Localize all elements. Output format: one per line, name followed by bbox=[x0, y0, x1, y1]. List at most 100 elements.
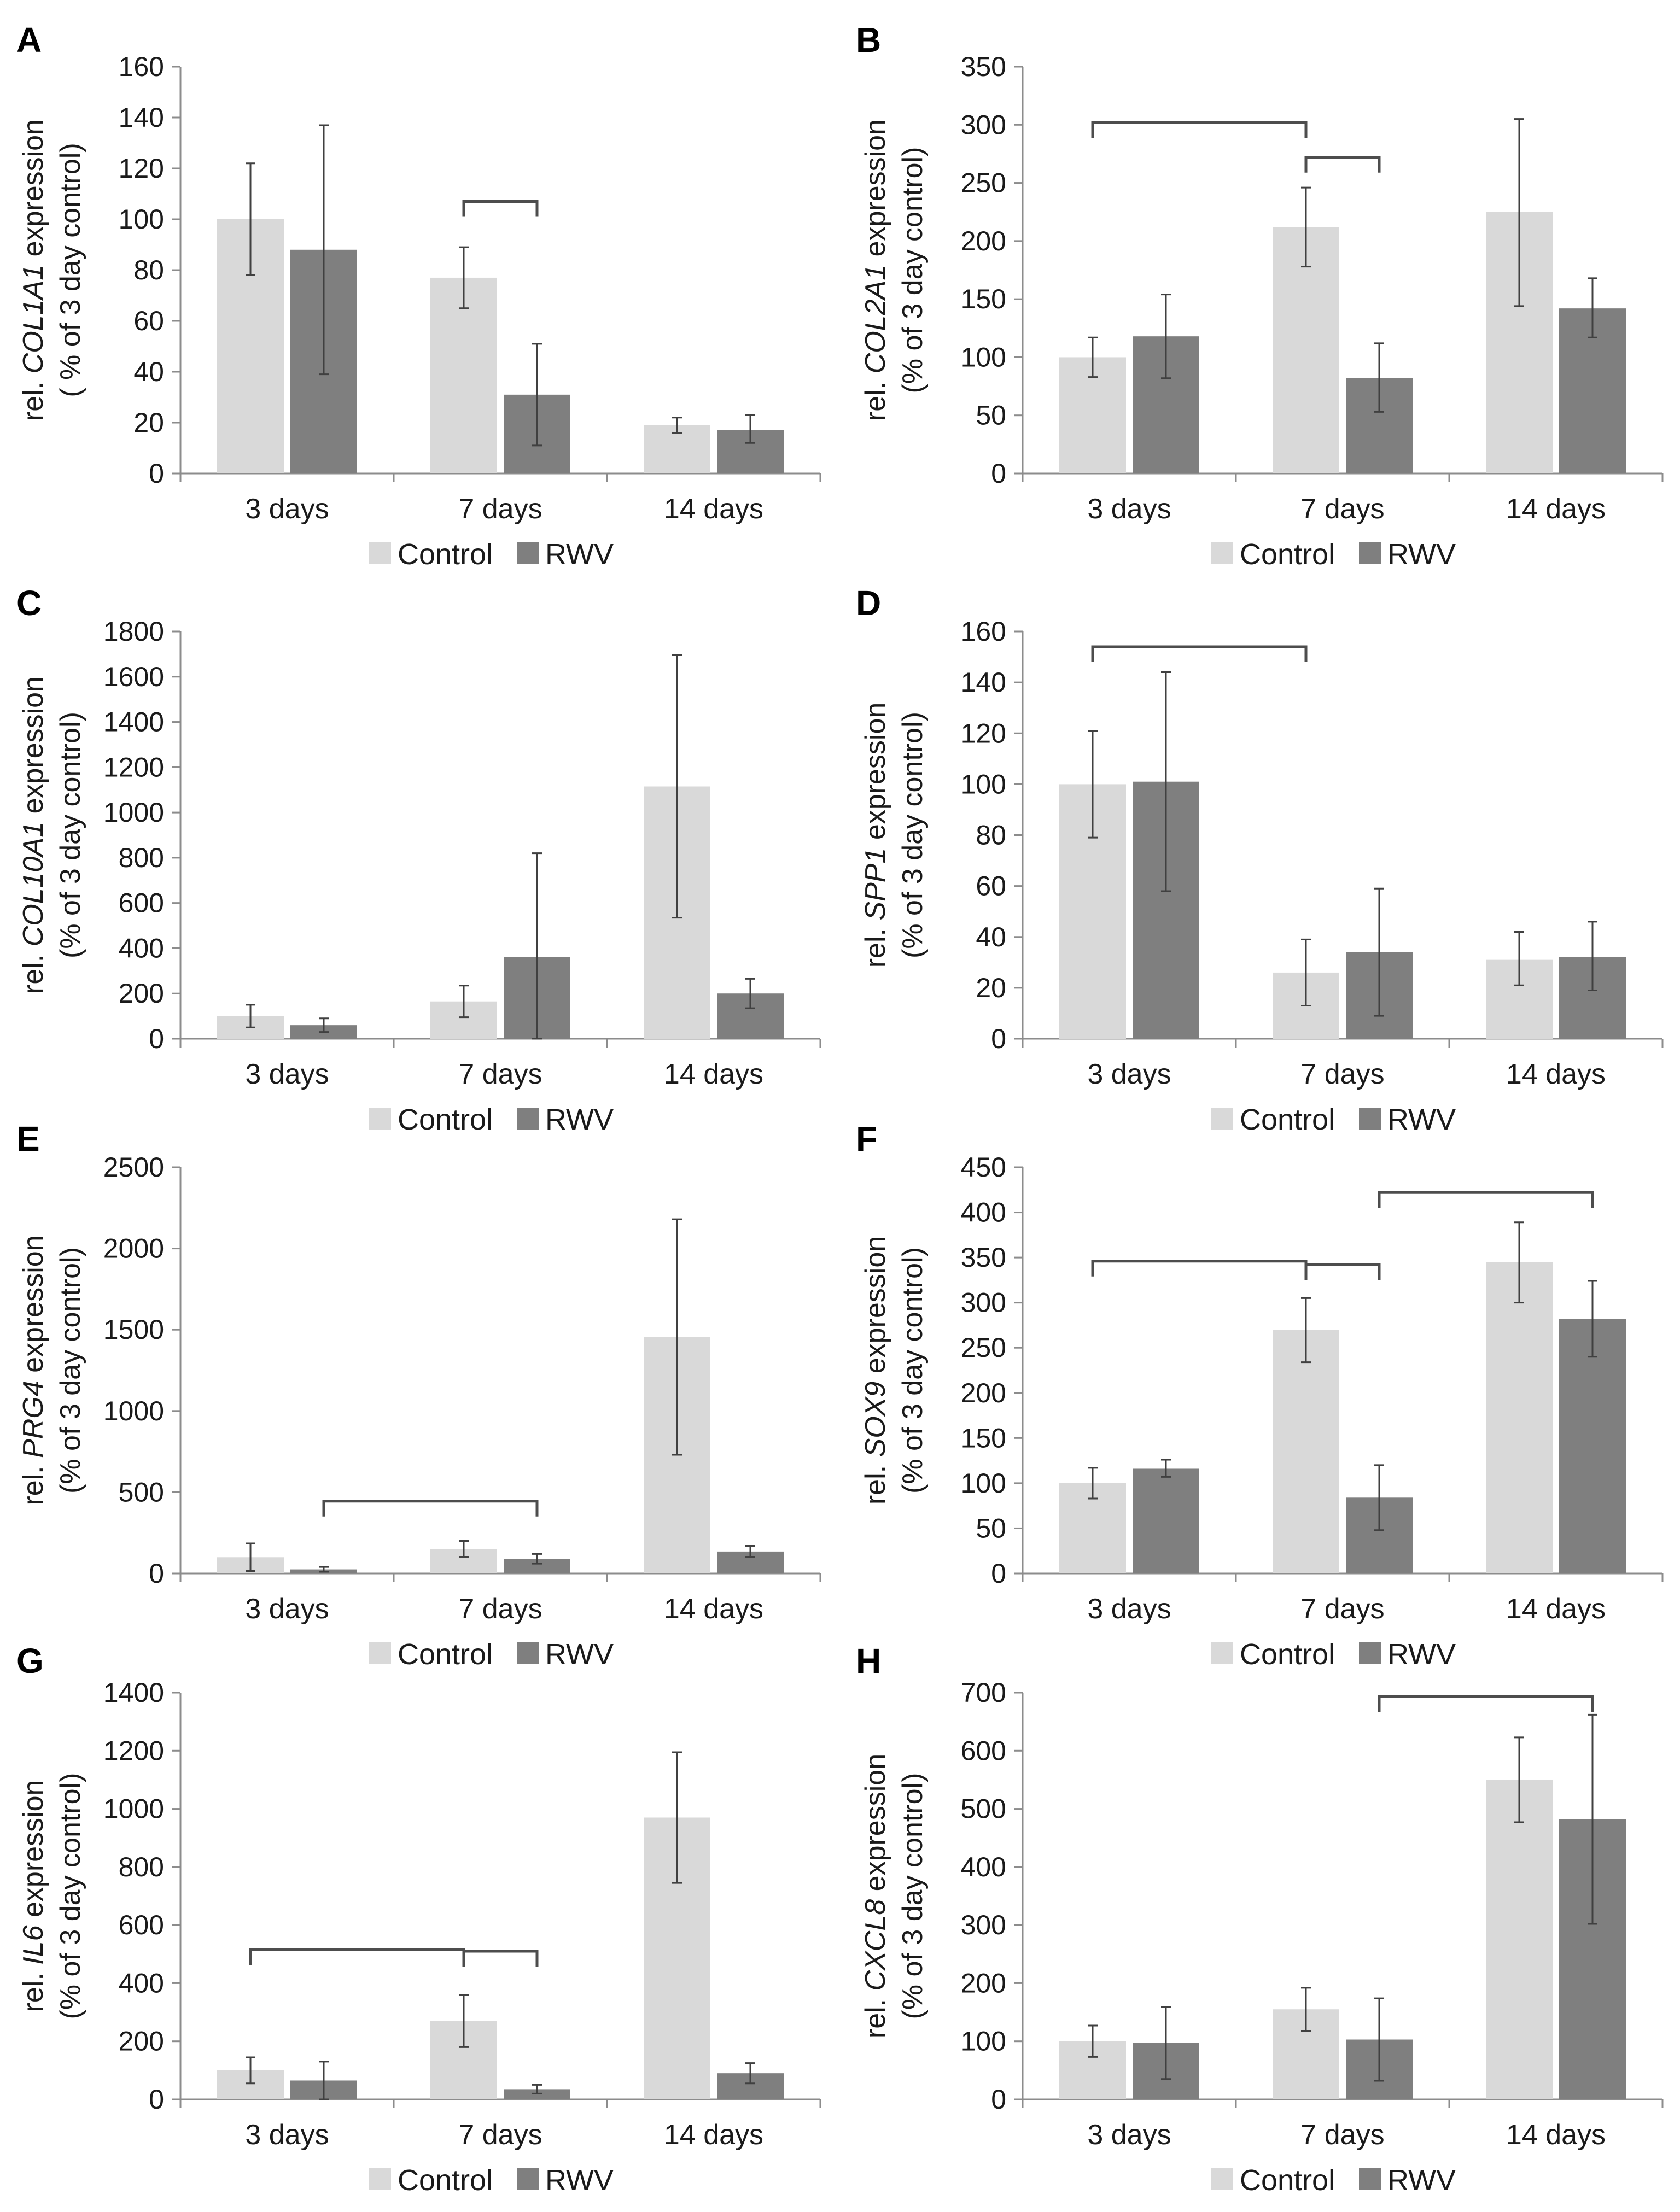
legend-swatch-control bbox=[1211, 2168, 1233, 2190]
y-tick-label: 50 bbox=[976, 1513, 1006, 1543]
x-category-label: 14 days bbox=[664, 2119, 763, 2151]
x-category-label: 3 days bbox=[1087, 1593, 1171, 1625]
y-tick-label: 1200 bbox=[103, 752, 164, 782]
panel-letter: B bbox=[856, 20, 881, 60]
panel-letter: F bbox=[856, 1119, 877, 1158]
significance-bracket bbox=[1378, 1695, 1594, 1712]
x-category-label: 14 days bbox=[664, 493, 763, 525]
x-category-label: 14 days bbox=[664, 1593, 763, 1625]
x-category-label: 14 days bbox=[1506, 2119, 1606, 2151]
legend-label-rwv: RWV bbox=[545, 2164, 614, 2197]
y-tick-label: 200 bbox=[119, 2026, 164, 2057]
y-axis-label: rel. COL1A1 expression bbox=[18, 119, 49, 421]
x-category-label: 3 days bbox=[245, 1593, 329, 1625]
y-tick-label: 140 bbox=[961, 667, 1006, 698]
legend-swatch-control bbox=[369, 542, 391, 564]
y-tick-label: 0 bbox=[991, 1023, 1006, 1054]
legend-label-rwv: RWV bbox=[1387, 538, 1456, 571]
y-axis-label-line2: (% of 3 day control) bbox=[55, 1247, 86, 1494]
y-tick-label: 350 bbox=[961, 1242, 1006, 1273]
legend-label-rwv: RWV bbox=[1387, 2164, 1456, 2197]
y-tick-label: 0 bbox=[991, 458, 1006, 489]
panel-letter: H bbox=[856, 1641, 881, 1681]
y-axis-label: rel. COL2A1 expression bbox=[860, 119, 891, 421]
significance-bracket bbox=[462, 1950, 539, 1967]
y-axis-label-line2: ( % of 3 day control) bbox=[55, 143, 86, 397]
panel-letter: E bbox=[16, 1119, 40, 1158]
x-category-label: 14 days bbox=[664, 1058, 763, 1090]
y-tick-label: 1800 bbox=[103, 616, 164, 647]
y-axis-label-prefix: rel. bbox=[18, 1458, 49, 1506]
legend-swatch-control bbox=[369, 1642, 391, 1664]
y-tick-label: 1200 bbox=[103, 1735, 164, 1766]
bar-control-7-days bbox=[1273, 1330, 1339, 1573]
y-tick-label: 450 bbox=[961, 1152, 1006, 1183]
y-axis-label-suffix: expression bbox=[860, 703, 891, 848]
y-tick-label: 500 bbox=[119, 1477, 164, 1507]
y-tick-label: 400 bbox=[119, 933, 164, 963]
bar-control-7-days bbox=[430, 277, 497, 473]
legend-label-control: Control bbox=[398, 538, 493, 571]
significance-bracket bbox=[1091, 645, 1308, 662]
y-axis-label-line2: (% of 3 day control) bbox=[55, 712, 86, 958]
y-tick-label: 100 bbox=[961, 342, 1006, 372]
y-tick-label: 140 bbox=[119, 102, 164, 133]
significance-bracket bbox=[1304, 1263, 1381, 1280]
y-axis-label-prefix: rel. bbox=[860, 373, 891, 421]
y-tick-label: 300 bbox=[961, 1288, 1006, 1318]
y-tick-label: 250 bbox=[961, 1332, 1006, 1363]
y-tick-label: 400 bbox=[119, 1968, 164, 1998]
y-axis-label-line2: (% of 3 day control) bbox=[897, 147, 929, 394]
y-tick-label: 160 bbox=[119, 51, 164, 82]
panel-B: B 0 50 100 150 200 250 300 350 3 days 7 days 14 day… bbox=[856, 20, 1664, 571]
legend-swatch-control bbox=[369, 2168, 391, 2190]
y-axis-label-gene: COL2A1 bbox=[860, 265, 891, 373]
y-tick-label: 1000 bbox=[103, 1396, 164, 1426]
legend-label-rwv: RWV bbox=[545, 1638, 614, 1671]
y-tick-label: 150 bbox=[961, 1423, 1006, 1453]
legend-swatch-rwv bbox=[1359, 2168, 1381, 2190]
legend-label-control: Control bbox=[1240, 1638, 1335, 1671]
y-axis-label-gene: IL6 bbox=[18, 1925, 49, 1964]
y-tick-label: 200 bbox=[961, 1968, 1006, 1998]
panel-letter: A bbox=[16, 20, 42, 60]
y-tick-label: 1000 bbox=[103, 1794, 164, 1824]
bar-control-14-days bbox=[1486, 1780, 1553, 2099]
y-axis-label-prefix: rel. bbox=[860, 921, 891, 968]
y-axis-label-gene: SOX9 bbox=[860, 1382, 891, 1458]
y-axis-label-prefix: rel. bbox=[18, 946, 49, 994]
y-tick-label: 60 bbox=[133, 306, 164, 336]
y-axis-label: rel. SOX9 expression bbox=[860, 1236, 891, 1505]
legend-label-rwv: RWV bbox=[1387, 1103, 1456, 1136]
y-axis-label-suffix: expression bbox=[860, 119, 891, 265]
y-axis-label: rel. IL6 expression bbox=[18, 1780, 49, 2012]
y-tick-label: 0 bbox=[149, 1023, 164, 1054]
x-category-label: 7 days bbox=[1300, 493, 1384, 525]
x-category-label: 3 days bbox=[1087, 493, 1171, 525]
y-tick-label: 60 bbox=[976, 871, 1006, 902]
legend-swatch-rwv bbox=[1359, 542, 1381, 564]
y-tick-label: 100 bbox=[119, 204, 164, 235]
x-category-label: 14 days bbox=[1506, 493, 1606, 525]
legend-swatch-rwv bbox=[517, 1108, 539, 1130]
x-category-label: 7 days bbox=[458, 1593, 542, 1625]
x-category-label: 7 days bbox=[458, 493, 542, 525]
y-axis-label-suffix: expression bbox=[860, 1754, 891, 1899]
x-category-label: 7 days bbox=[1300, 1593, 1384, 1625]
legend-label-rwv: RWV bbox=[545, 538, 614, 571]
y-tick-label: 150 bbox=[961, 284, 1006, 314]
y-axis-label-suffix: expression bbox=[860, 1236, 891, 1382]
legend-label-control: Control bbox=[398, 1103, 493, 1136]
panel-letter: G bbox=[16, 1641, 44, 1681]
legend-swatch-rwv bbox=[517, 2168, 539, 2190]
y-tick-label: 400 bbox=[961, 1197, 1006, 1228]
x-category-label: 7 days bbox=[1300, 2119, 1384, 2151]
y-axis-label: rel. COL10A1 expression bbox=[18, 676, 49, 994]
y-axis-label: rel. CXCL8 expression bbox=[860, 1754, 891, 2038]
y-tick-label: 300 bbox=[961, 109, 1006, 140]
bar-control-14-days bbox=[1486, 1262, 1553, 1573]
y-tick-label: 200 bbox=[961, 1378, 1006, 1408]
y-tick-label: 400 bbox=[961, 1852, 1006, 1882]
legend-label-rwv: RWV bbox=[1387, 1638, 1456, 1671]
